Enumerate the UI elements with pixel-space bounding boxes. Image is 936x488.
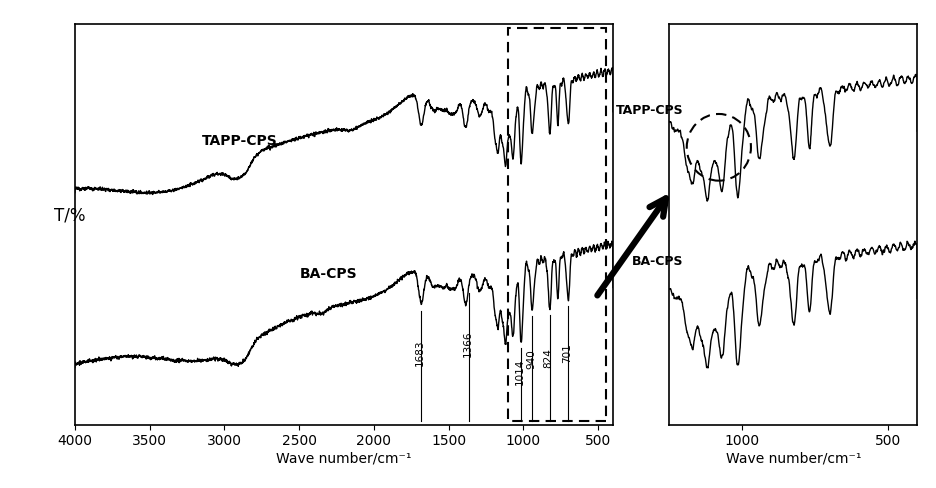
X-axis label: Wave number/cm⁻¹: Wave number/cm⁻¹ — [276, 451, 412, 465]
X-axis label: Wave number/cm⁻¹: Wave number/cm⁻¹ — [725, 451, 861, 465]
Text: 1014: 1014 — [515, 358, 525, 385]
Text: 1683: 1683 — [415, 340, 425, 366]
Bar — [508, 28, 606, 421]
Text: 1366: 1366 — [462, 330, 473, 357]
Y-axis label: T/%: T/% — [53, 206, 85, 224]
Text: BA-CPS: BA-CPS — [633, 255, 684, 268]
Text: BA-CPS: BA-CPS — [300, 267, 358, 281]
Text: 824: 824 — [544, 348, 553, 368]
Text: 701: 701 — [562, 344, 572, 364]
Text: TAPP-CPS: TAPP-CPS — [616, 104, 684, 117]
Text: TAPP-CPS: TAPP-CPS — [201, 134, 277, 147]
Text: 940: 940 — [526, 349, 536, 369]
